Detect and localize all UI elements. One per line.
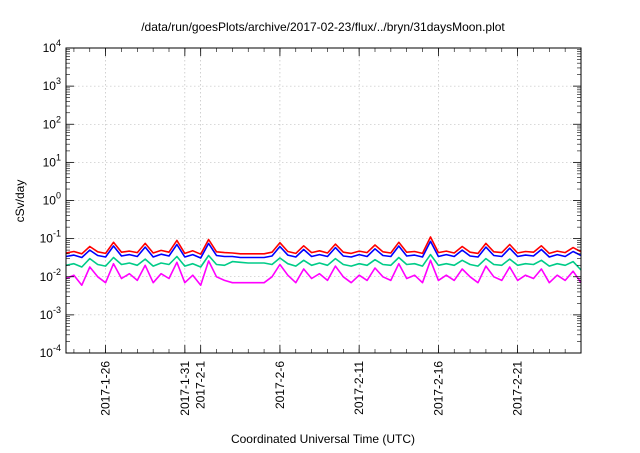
x-tick-label: 2017-2-6 [273, 361, 287, 409]
x-tick-label: 2017-2-21 [511, 361, 525, 416]
ticks: 10-4 10-3 10-2 10-1 100 101 102 103 104 2017-1-26… [40, 38, 582, 416]
grid [66, 48, 581, 353]
x-tick-label: 2017-2-16 [431, 361, 445, 416]
y-axis-label: cSv/day [13, 180, 27, 223]
y-tick-label: 10-4 [40, 343, 61, 360]
x-tick-label: 2017-1-31 [178, 361, 192, 416]
y-tick-label: 103 [43, 76, 61, 93]
series-line-3 [65, 253, 582, 271]
y-tick-label: 100 [43, 191, 61, 208]
x-axis-label: Coordinated Universal Time (UTC) [231, 432, 415, 446]
y-tick-label: 10-3 [40, 305, 61, 322]
series-line-2 [65, 240, 582, 259]
y-tick-label: 10-2 [40, 267, 61, 284]
x-tick-label: 2017-1-26 [99, 361, 113, 416]
chart-title: /data/run/goesPlots/archive/2017-02-23/f… [141, 20, 505, 34]
series-line-1 [65, 236, 582, 255]
y-tick-label: 104 [43, 38, 61, 55]
y-tick-label: 101 [43, 152, 61, 169]
x-tick-label: 2017-2-1 [194, 361, 208, 409]
series-line-4 [65, 259, 582, 287]
y-tick-label: 10-1 [40, 229, 61, 246]
y-tick-label: 102 [43, 114, 61, 131]
x-tick-label: 2017-2-11 [352, 361, 366, 415]
series-lines [65, 236, 582, 287]
